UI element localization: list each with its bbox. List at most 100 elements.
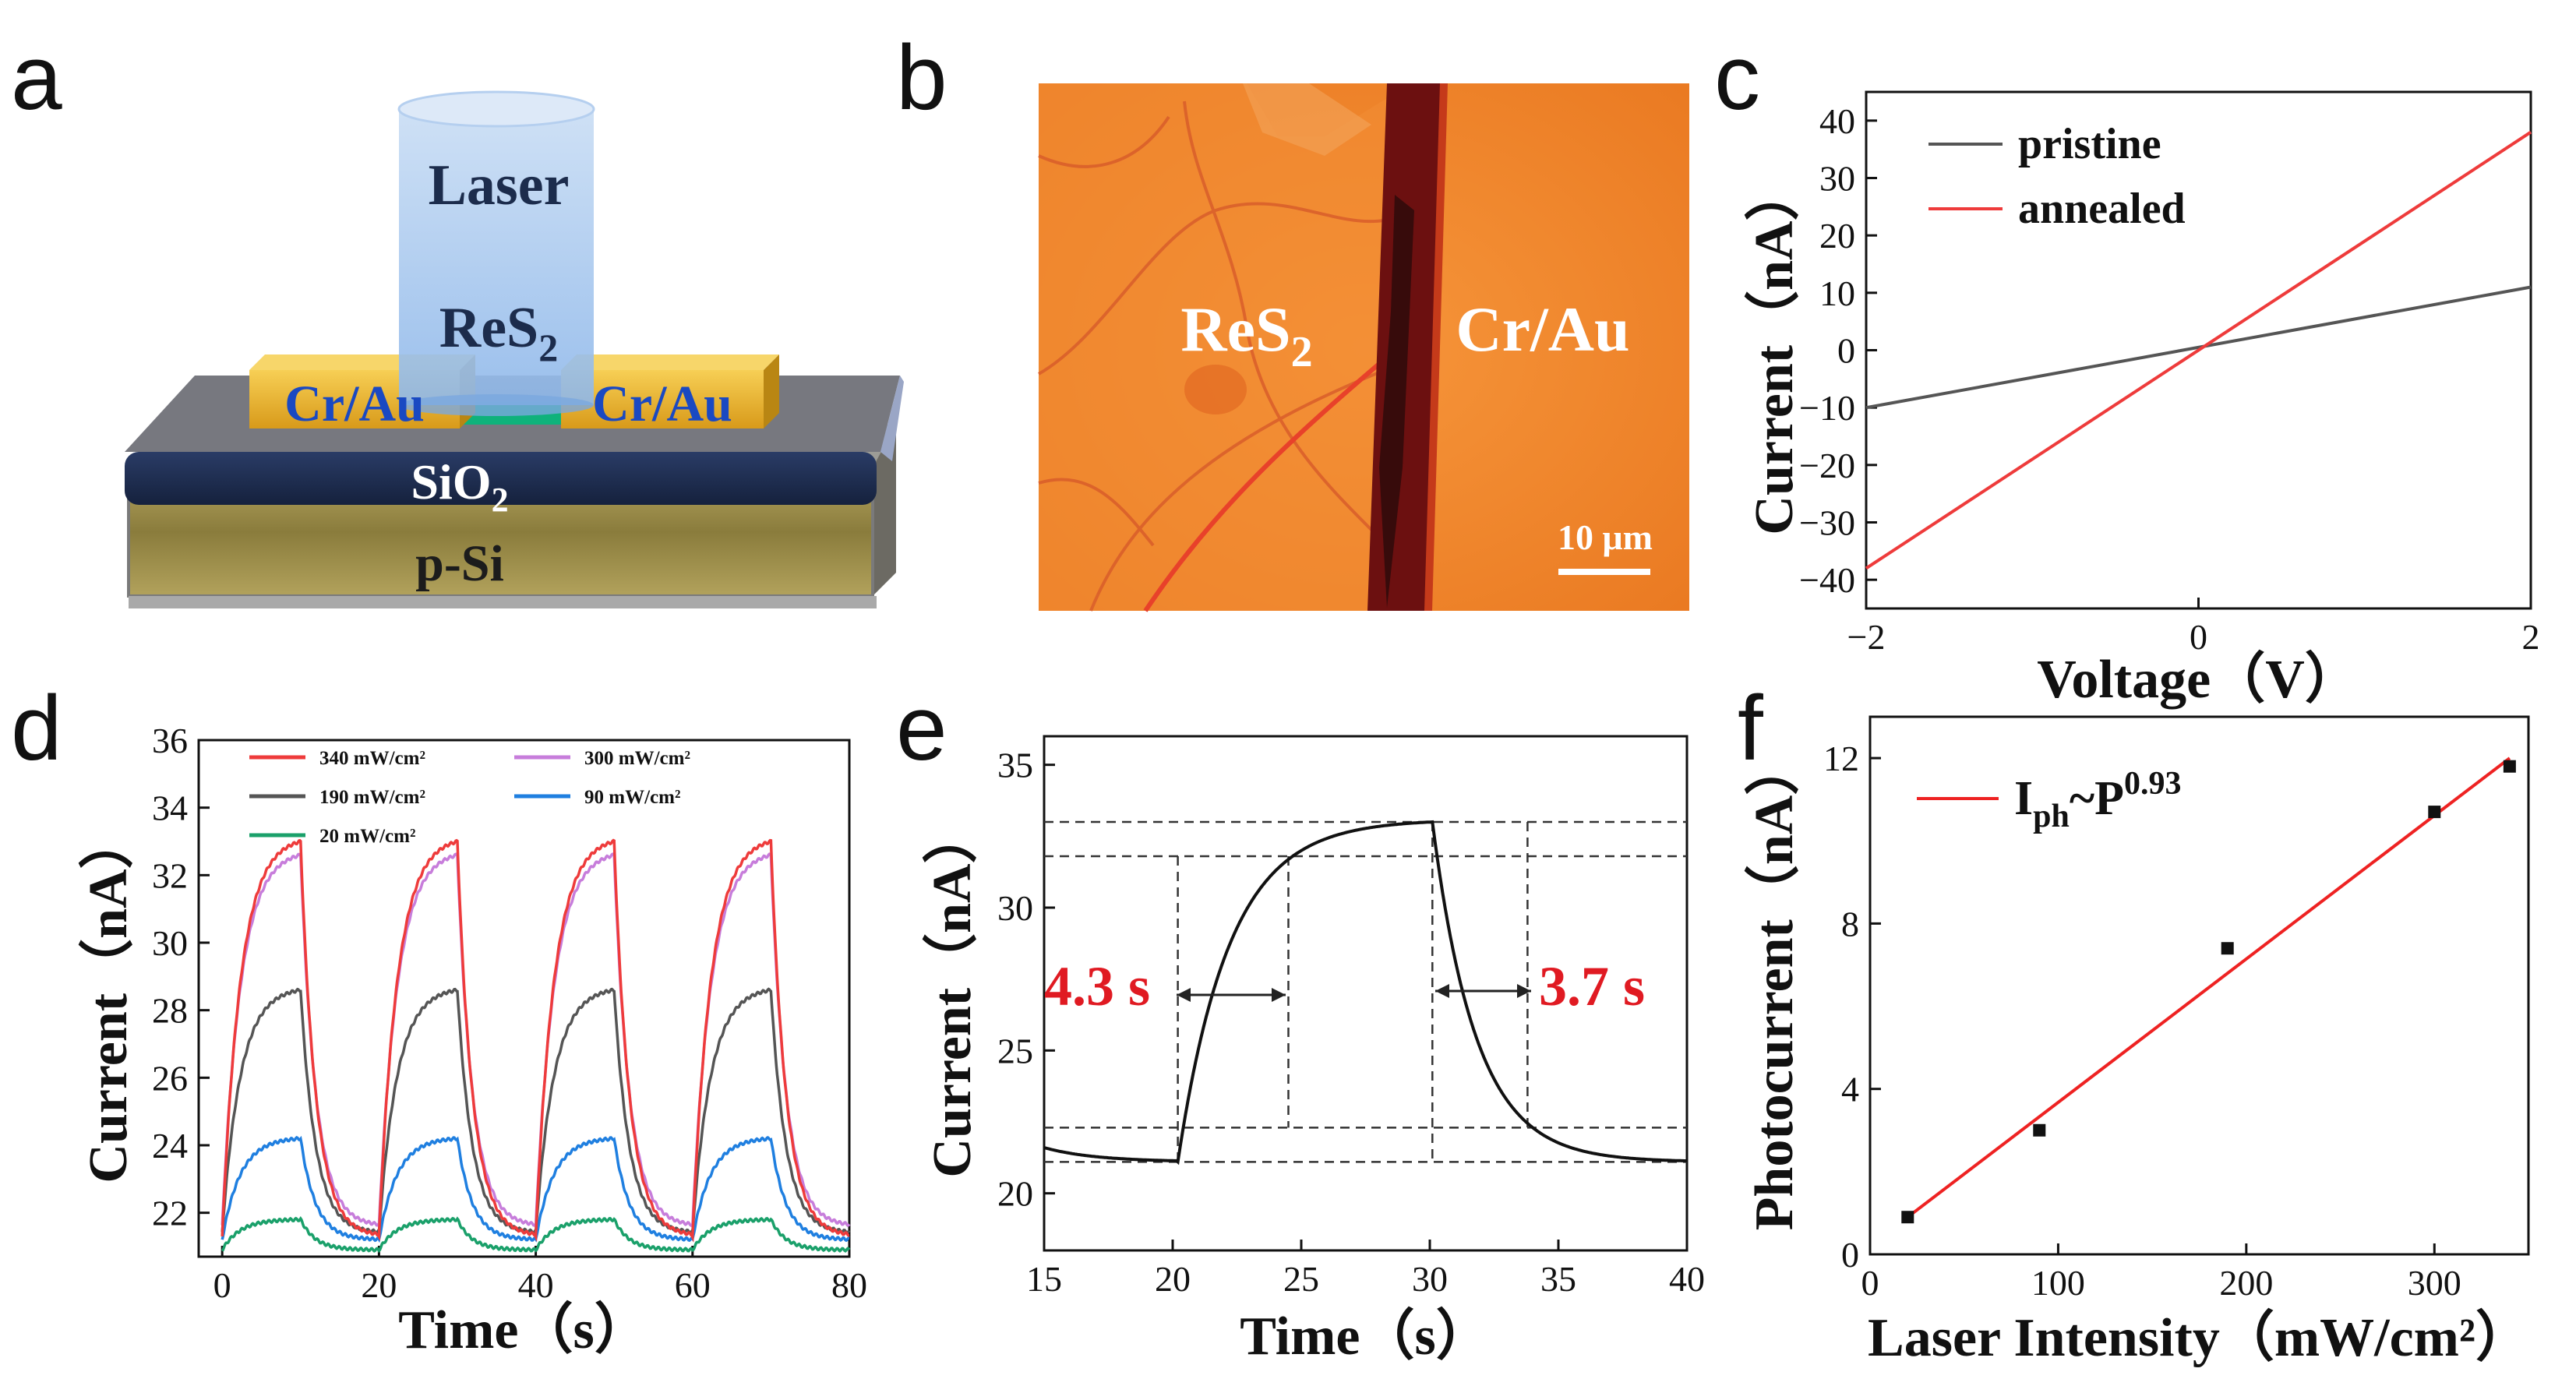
y-tick-label: 26 xyxy=(152,1058,188,1098)
series-group xyxy=(1901,756,2516,1224)
panel-label-a: a xyxy=(11,26,62,129)
y-axis-label: Current（nA） xyxy=(78,814,139,1183)
y-tick-label: 34 xyxy=(152,788,188,828)
y-tick-label: 30 xyxy=(997,888,1033,928)
sio2-label: SiO2 xyxy=(411,454,508,519)
data-point xyxy=(1901,1211,1914,1224)
x-tick-label: 100 xyxy=(2031,1263,2085,1303)
x-tick-label: 300 xyxy=(2408,1263,2461,1303)
series-line-annealed xyxy=(1865,130,2532,570)
panel-label-f: f xyxy=(1738,677,1763,780)
tick-group: 15 20 25 30 35 40 20 25 30 35 xyxy=(997,746,1705,1299)
fall-arrow xyxy=(1435,984,1531,998)
x-tick-label: 0 xyxy=(213,1265,231,1305)
y-tick-label: −40 xyxy=(1799,560,1855,600)
y-axis-label: Current（nA） xyxy=(1744,166,1805,534)
legend: Iph~P0.93 xyxy=(1917,766,2181,834)
laser-beam xyxy=(397,90,595,416)
series-line-pristine xyxy=(1865,285,2532,410)
scalebar-label: 10 μm xyxy=(1558,517,1653,557)
panel-label-b: b xyxy=(896,26,947,129)
y-tick-label: 10 xyxy=(1819,273,1855,313)
x-axis-label: Laser Intensity（mW/cm²） xyxy=(1868,1307,2530,1368)
y-axis-label: Current（nA） xyxy=(922,809,983,1177)
x-tick-label: 20 xyxy=(361,1265,397,1305)
cracks xyxy=(1038,101,1396,612)
tick-group: 0 20 40 60 80 22 24 26 28 30 32 34 36 xyxy=(152,721,867,1305)
series-line-300-mw xyxy=(221,852,851,1229)
guide-lines xyxy=(1044,820,1687,1163)
series-group xyxy=(1043,820,1687,1166)
y-tick-label: 0 xyxy=(1841,1235,1859,1275)
flake-region xyxy=(1039,83,1395,611)
legend-label-annealed: annealed xyxy=(2018,185,2186,233)
data-point xyxy=(2033,1123,2046,1137)
chart-photocurrent: 0 100 200 300 0 4 8 12 Iph~P0.93 Laser Intensit… xyxy=(1744,715,2530,1368)
y-tick-label: 32 xyxy=(152,855,188,895)
micrograph-res2-label: ReS2 xyxy=(1180,294,1312,376)
y-tick-label: 30 xyxy=(1819,159,1855,199)
y-tick-label: 4 xyxy=(1841,1070,1859,1109)
x-tick-label: 25 xyxy=(1283,1259,1319,1299)
x-tick-label: 35 xyxy=(1540,1259,1576,1299)
series-line-340-mw xyxy=(221,838,850,1243)
fit-line xyxy=(1907,756,2511,1218)
legend-label-300: 300 mW/cm² xyxy=(584,748,690,769)
y-tick-label: 30 xyxy=(152,923,188,963)
laser-spot xyxy=(1184,365,1247,414)
y-tick-label: 28 xyxy=(152,991,188,1031)
rise-arrow xyxy=(1177,988,1286,1002)
plot-frame xyxy=(1868,715,2530,1256)
panel-label-c: c xyxy=(1714,26,1760,129)
x-tick-label: 0 xyxy=(2190,617,2207,657)
laser-label: Laser xyxy=(429,153,570,217)
x-tick-label: 30 xyxy=(1412,1259,1448,1299)
legend-label-20: 20 mW/cm² xyxy=(319,826,415,847)
electrode-right xyxy=(561,354,779,428)
y-tick-label: 36 xyxy=(152,721,188,760)
optical-micrograph: ReS2 Cr/Au 10 μm xyxy=(1038,83,1689,612)
legend-label-pristine: pristine xyxy=(2018,120,2161,168)
x-tick-label: 40 xyxy=(518,1265,554,1305)
red-crack xyxy=(1143,348,1396,612)
y-tick-label: −20 xyxy=(1799,446,1855,485)
chart-transient-power: 0 20 40 60 80 22 24 26 28 30 32 34 36 340 mW/cm² 300… xyxy=(78,721,867,1360)
x-tick-label: 60 xyxy=(675,1265,711,1305)
electrode-stripe-dark xyxy=(1379,195,1414,608)
p-si-label: p-Si xyxy=(415,535,504,592)
legend-label-90: 90 mW/cm² xyxy=(584,787,680,808)
rise-time-label: 4.3 s xyxy=(1044,955,1150,1017)
flake-step xyxy=(1243,83,1371,156)
x-tick-label: 20 xyxy=(1155,1259,1191,1299)
legend: 340 mW/cm² 300 mW/cm² 190 mW/cm² 90 mW/c… xyxy=(249,748,690,847)
panel-label-d: d xyxy=(11,677,62,780)
y-tick-label: −10 xyxy=(1799,388,1855,428)
micrograph-crau-label: Cr/Au xyxy=(1456,294,1629,365)
sio2-layer xyxy=(125,452,877,505)
series-line-response xyxy=(1043,820,1687,1166)
plot-frame xyxy=(1043,735,1689,1252)
sio2-edge xyxy=(880,376,904,461)
x-tick-label: 200 xyxy=(2219,1263,2273,1303)
legend-label-190: 190 mW/cm² xyxy=(319,787,425,808)
substrate-base xyxy=(129,596,877,608)
x-axis-label: Voltage（V） xyxy=(2037,649,2359,710)
x-tick-label: −2 xyxy=(1847,617,1886,657)
chart-response-time: 15 20 25 30 35 40 20 25 30 35 4.3 s 3.7 s Time（s）… xyxy=(922,735,1705,1367)
y-tick-label: 8 xyxy=(1841,904,1859,943)
x-axis-label: Time（s） xyxy=(398,1300,649,1360)
data-point xyxy=(2503,760,2516,773)
y-tick-label: −30 xyxy=(1799,503,1855,543)
data-point xyxy=(2428,806,2441,819)
series-line-20-mw xyxy=(221,1215,851,1254)
y-tick-label: 20 xyxy=(997,1174,1033,1214)
fall-time-label: 3.7 s xyxy=(1539,955,1645,1017)
x-tick-label: 40 xyxy=(1669,1259,1705,1299)
res2-label: ReS2 xyxy=(439,296,558,369)
electrode-edge xyxy=(1424,83,1448,611)
y-tick-label: 25 xyxy=(997,1031,1033,1070)
x-tick-label: 2 xyxy=(2522,617,2540,657)
series-group xyxy=(221,838,851,1254)
